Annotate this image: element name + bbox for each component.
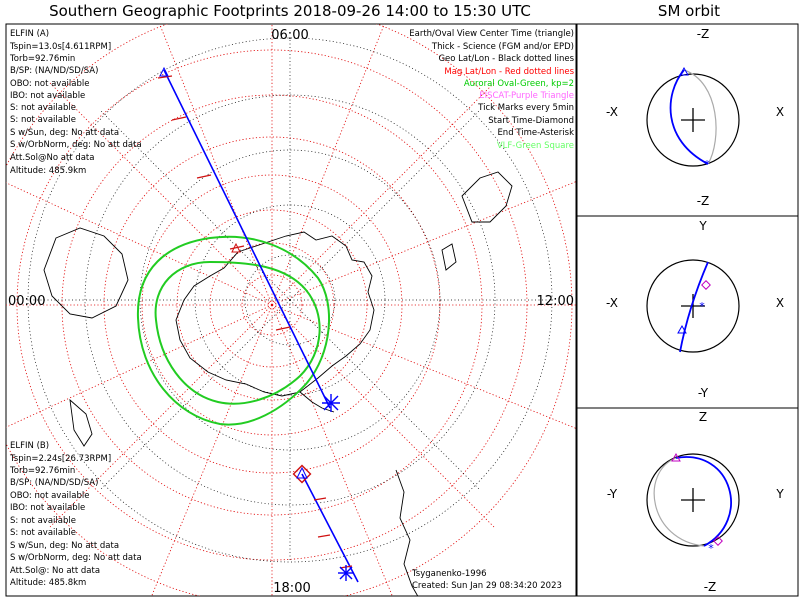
hour-label-right: 12:00: [537, 294, 574, 309]
sm-axis-bottom: -Z: [704, 580, 717, 594]
sm-axis-top: -Z: [697, 27, 710, 41]
sm-axis-left: -Y: [607, 487, 618, 501]
elfin-a-center-triangle: [231, 242, 241, 253]
elfin-a-line: B/SP: (NA/ND/SD/SA): [10, 66, 98, 76]
south-america: [395, 469, 419, 596]
legend-item: Start Time-Diamond: [488, 116, 574, 126]
legend-item: VLF-Green Square: [497, 141, 574, 151]
elfin-a-line: S w/OrbNorm, deg: No att data: [10, 140, 142, 150]
sm-axis-right: Y: [775, 487, 784, 501]
elfin-a-line: S: not available: [10, 115, 76, 125]
hour-label-top: 06:00: [271, 28, 308, 43]
sm-panel-frame-3: [576, 407, 799, 597]
sm-panel-yz: * Z -Z -Y Y: [607, 410, 784, 594]
svg-text:*: *: [704, 158, 710, 171]
antarctica-coast: [175, 231, 375, 397]
hour-label-left: 00:00: [8, 294, 45, 309]
elfin-b-line: S w/OrbNorm, deg: No att data: [10, 553, 142, 563]
legend: Earth/Oval View Center Time (triangle) T…: [409, 29, 574, 151]
sm-panel-frame-2: [576, 215, 799, 409]
antarctic-peninsula: [299, 391, 335, 413]
geo-grid: [27, 37, 553, 563]
sm-axis-left: -X: [606, 296, 618, 310]
elfin-a-start-triangle: [159, 66, 169, 77]
legend-item: Thick - Science (FGM and/or EPD): [431, 42, 574, 52]
legend-item: Earth/Oval View Center Time (triangle): [409, 29, 574, 39]
svg-text:*: *: [699, 300, 705, 313]
mag-grid: [6, 24, 576, 596]
elfin-a-line: Altitude: 485.9km: [10, 166, 86, 176]
elfin-a-info: ELFIN (A) Tspin=13.0s[4.611RPM] Torb=92.…: [9, 29, 142, 176]
elfin-b-line: IBO: not available: [10, 503, 85, 513]
sm-axis-bottom: -Y: [698, 386, 709, 400]
new-zealand: [69, 398, 93, 447]
legend-item: Tick Marks every 5min: [477, 103, 574, 113]
elfin-b-line: Altitude: 485.8km: [10, 578, 86, 588]
sm-panel-xy: * Y -Y -X X: [606, 219, 784, 400]
africa: [461, 171, 513, 223]
legend-item: End Time-Asterisk: [497, 128, 574, 138]
sm-axis-right: X: [776, 296, 784, 310]
elfin-b-line: Tspin=2.24s[26.73RPM]: [9, 454, 111, 464]
elfin-b-line: Att.Sol@: No att data: [10, 566, 100, 576]
sm-axis-left: -X: [606, 105, 618, 119]
elfin-a-line: OBO: not available: [10, 79, 89, 89]
elfin-a-end-asterisk: [322, 394, 340, 412]
elfin-a-line: Torb=92.76min: [9, 54, 75, 64]
auroral-oval-outer: [136, 235, 331, 426]
svg-text:*: *: [708, 542, 714, 555]
sm-axis-right: X: [776, 105, 784, 119]
legend-item: Auroral Oval-Green, kp=2: [464, 79, 574, 89]
sm-panel-xz: * -Z -Z -X X: [606, 27, 784, 208]
auroral-ovals: [136, 235, 331, 426]
elfin-b-line: S: not available: [10, 528, 76, 538]
elfin-a-line: S: not available: [10, 103, 76, 113]
legend-item: Mag Lat/Lon - Red dotted lines: [444, 67, 574, 77]
sm-axis-top: Y: [698, 219, 707, 233]
australia: [43, 227, 129, 319]
elfin-a-line: Tspin=13.0s[4.611RPM]: [9, 42, 111, 52]
elfin-b-line: S: not available: [10, 516, 76, 526]
elfin-b-line: Torb=92.76min: [9, 466, 75, 476]
elfin-b-info: ELFIN (B) Tspin=2.24s[26.73RPM] Torb=92.…: [9, 441, 142, 588]
auroral-oval-inner: [154, 260, 321, 405]
sm-axis-top: Z: [699, 410, 707, 424]
sm-axis-bottom: -Z: [697, 194, 710, 208]
model-label: Tsyganenko-1996: [411, 569, 487, 579]
hour-label-bottom: 18:00: [273, 581, 310, 596]
legend-item: Geo Lat/Lon - Black dotted lines: [438, 54, 574, 64]
polar-map: [6, 24, 576, 596]
elfin-a-track: [157, 66, 340, 412]
orbit-panel-title: SM orbit: [657, 2, 721, 20]
elfin-b-name: ELFIN (B): [10, 441, 49, 451]
madagascar: [441, 243, 457, 271]
elfin-b-end-asterisk: [338, 565, 354, 581]
elfin-a-line: Att.Sol@No att data: [10, 153, 94, 163]
elfin-a-line: IBO: not available: [10, 91, 85, 101]
elfin-a-tick-marks: [157, 75, 291, 331]
created-timestamp: Created: Sun Jan 29 08:34:20 2023: [412, 581, 562, 591]
coastlines: [43, 171, 513, 596]
elfin-b-center-triangle: [296, 466, 308, 479]
elfin-b-line: OBO: not available: [10, 491, 89, 501]
elfin-b-track: [292, 464, 359, 583]
main-title: Southern Geographic Footprints 2018-09-2…: [49, 2, 531, 20]
elfin-a-name: ELFIN (A): [10, 29, 49, 39]
map-frame: [5, 23, 577, 597]
elfin-a-line: S w/Sun, deg: No att data: [10, 128, 119, 138]
elfin-b-line: B/SP: (NA/ND/SD/SA): [10, 478, 98, 488]
legend-item: EISCAT-Purple Triangle: [479, 91, 574, 101]
elfin-b-line: S w/Sun, deg: No att data: [10, 541, 119, 551]
